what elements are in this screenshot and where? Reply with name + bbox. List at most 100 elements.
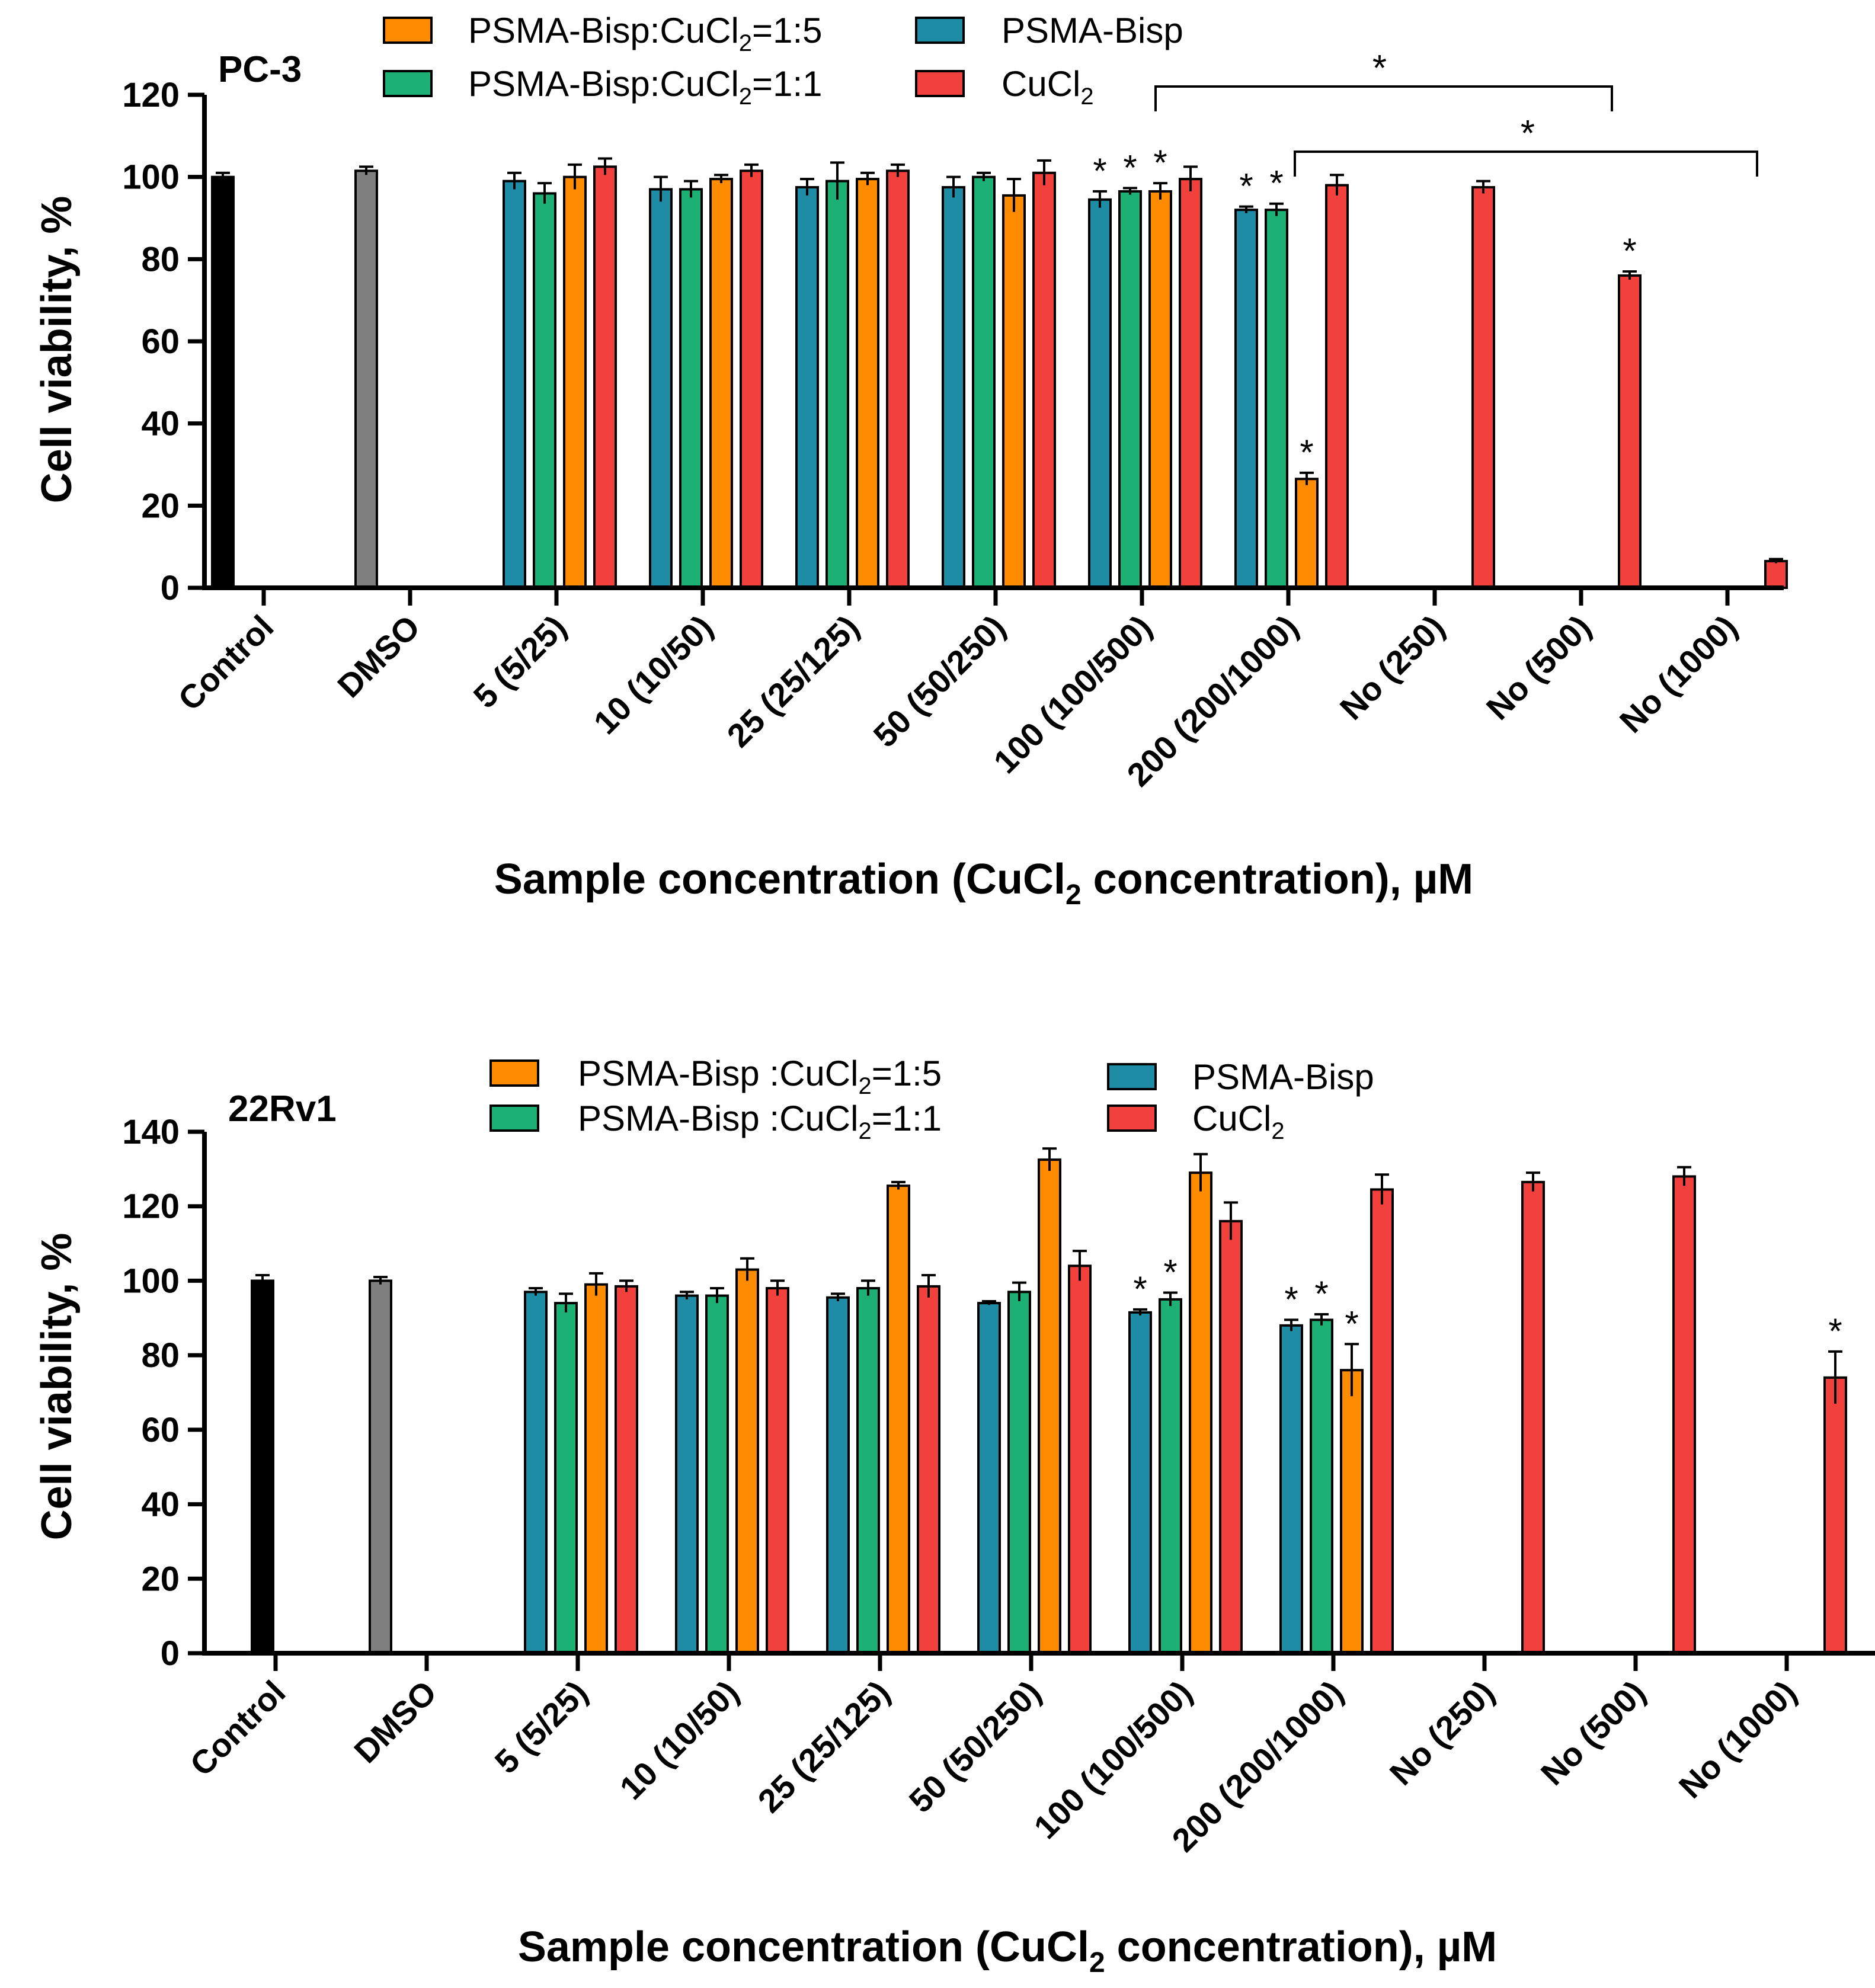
- bar: [856, 1287, 880, 1654]
- significance-star: *: [1284, 1279, 1298, 1319]
- bar: [826, 1296, 850, 1655]
- bar: [977, 1302, 1001, 1654]
- bar: [1823, 1376, 1847, 1655]
- legend-label-sub: 2: [739, 84, 752, 110]
- svg-text:PSMA-Bisp:CuCl2=1:5: PSMA-Bisp:CuCl2=1:5: [468, 11, 822, 56]
- bar: [1764, 559, 1788, 590]
- legend-item-cucl2: CuCl2: [1107, 1099, 1285, 1144]
- legend-label-post: =1:5: [752, 11, 822, 50]
- bar: [503, 180, 526, 590]
- significance-star: *: [1163, 1253, 1177, 1292]
- x-tick-label: 50 (50/250): [901, 1673, 1048, 1820]
- bar: [679, 188, 703, 589]
- legend-item-1-1: PSMA-Bisp:CuCl2=1:1: [383, 64, 822, 110]
- bar: [584, 1283, 608, 1655]
- svg-text:CuCl2: CuCl2: [1002, 64, 1094, 110]
- y-tick-label: 100: [122, 1262, 180, 1300]
- bar: [1118, 190, 1142, 589]
- significance-star: *: [1623, 231, 1636, 271]
- bar: [972, 175, 996, 589]
- bar: [1279, 1324, 1303, 1655]
- bar: [369, 1279, 392, 1654]
- significance-star: *: [1828, 1311, 1842, 1351]
- x-tick-label: 50 (50/250): [866, 608, 1012, 754]
- x-tick-label: DMSO: [330, 608, 427, 705]
- x-axis: Control DMSO 5 (5/25) 10 (10/50) 25 (25/125)…: [171, 585, 1784, 793]
- x-tick-label: No (500): [1479, 608, 1598, 727]
- bar: [1234, 209, 1258, 589]
- bar: [354, 169, 378, 589]
- y-axis-title: Cell viability, %: [33, 1233, 81, 1541]
- bar: [593, 165, 617, 590]
- significance-star: *: [1133, 1269, 1147, 1309]
- bar: [533, 192, 556, 589]
- bar: [251, 1279, 274, 1654]
- legend-label-sub: 2: [1271, 1118, 1284, 1144]
- legend-item-1-1: PSMA-Bisp :CuCl2=1:1: [489, 1099, 942, 1144]
- bar: [649, 188, 673, 589]
- bar: [887, 1185, 910, 1654]
- bar: [1088, 198, 1112, 589]
- svg-text:PSMA-Bisp: PSMA-Bisp: [1002, 11, 1183, 50]
- bar: [675, 1294, 699, 1655]
- y-tick-label: 80: [141, 240, 180, 278]
- x-tick-label: DMSO: [347, 1673, 443, 1770]
- x-tick-label: No (500): [1534, 1673, 1653, 1792]
- legend-label-sub: 2: [1080, 84, 1093, 110]
- bar: [1265, 209, 1288, 589]
- bar: [615, 1285, 638, 1655]
- y-tick-label: 120: [122, 1187, 180, 1226]
- bar: [1032, 171, 1056, 589]
- legend: PSMA-Bisp :CuCl2=1:5 PSMA-Bisp :CuCl2=1:…: [489, 1054, 1374, 1144]
- bar: [1340, 1369, 1364, 1654]
- legend-swatch: [1107, 1063, 1157, 1090]
- bar: [942, 186, 965, 589]
- bar: [1370, 1188, 1394, 1654]
- bar: [735, 1268, 759, 1655]
- bar: [1521, 1180, 1545, 1655]
- legend-item-1-5: PSMA-Bisp:CuCl2=1:5: [383, 11, 822, 56]
- x-tick-label: No (250): [1333, 608, 1452, 727]
- bar: [1618, 274, 1642, 590]
- x-tick-label: 25 (25/125): [750, 1673, 897, 1820]
- x-tick-label: No (1000): [1612, 608, 1745, 740]
- x-tick-label: 5 (5/25): [487, 1673, 594, 1781]
- significance-star: *: [1239, 167, 1253, 206]
- legend-label: PSMA-Bisp:CuCl: [468, 11, 739, 50]
- bar: [563, 175, 587, 589]
- x-tick-label: 100 (100/500): [1026, 1673, 1199, 1846]
- bar: [709, 178, 733, 589]
- legend-swatch: [489, 1059, 539, 1087]
- significance-star: *: [1093, 151, 1106, 191]
- bar: [766, 1287, 789, 1654]
- significance-star: *: [1300, 433, 1313, 472]
- significance-brackets: [1154, 85, 1758, 177]
- legend-label: CuCl: [1192, 1099, 1271, 1138]
- x-tick-label: Control: [171, 608, 280, 718]
- legend-swatch: [383, 17, 433, 44]
- bar: [1068, 1264, 1092, 1654]
- y-tick-label: 100: [122, 158, 180, 197]
- y-tick-label: 80: [141, 1336, 180, 1375]
- y-tick-label: 40: [141, 1486, 180, 1524]
- bracket-label: *: [1521, 113, 1535, 154]
- legend-item-1-5: PSMA-Bisp :CuCl2=1:5: [489, 1054, 942, 1099]
- legend-item-psma-bisp: PSMA-Bisp: [915, 11, 1183, 50]
- legend-label-sub: 2: [739, 30, 752, 56]
- legend-swatch: [915, 17, 965, 44]
- bar: [917, 1285, 940, 1655]
- x-tick-label: Control: [183, 1673, 292, 1783]
- x-axis-title: Sample concentration (CuCl2 concentratio…: [494, 856, 1473, 911]
- bars: * * * * * *: [251, 1147, 1847, 1655]
- significance-star: *: [1345, 1304, 1358, 1343]
- y-tick-label: 0: [161, 569, 180, 607]
- bracket-line: [1154, 85, 1613, 111]
- y-tick-label: 140: [122, 1113, 180, 1151]
- svg-text:CuCl2: CuCl2: [1192, 1099, 1285, 1144]
- significance-star: *: [1123, 148, 1137, 187]
- legend-label-sub: 2: [858, 1073, 871, 1099]
- legend-label: PSMA-Bisp:CuCl: [468, 64, 739, 104]
- bar: [1295, 478, 1319, 589]
- y-axis-title: Cell viability, %: [33, 196, 81, 504]
- legend: PSMA-Bisp:CuCl2=1:5 PSMA-Bisp:CuCl2=1:1 …: [383, 11, 1183, 110]
